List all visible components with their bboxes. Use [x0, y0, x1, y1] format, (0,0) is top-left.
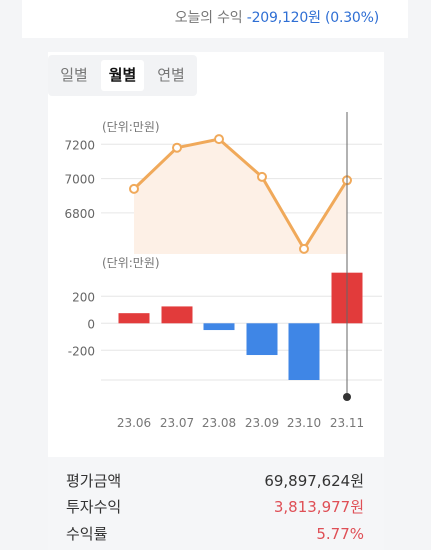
bar-chart: (단위:만원) -200 0 200 [68, 256, 382, 381]
x-axis: 23.06 23.07 23.08 23.09 23.10 23.11 [117, 416, 364, 430]
investment-profit-value: 3,813,977원 [273, 498, 364, 516]
xtick-label: 23.10 [287, 416, 321, 430]
cursor-handle [343, 393, 351, 401]
today-profit-card [22, 0, 408, 38]
tab-monthly[interactable]: 월별 [101, 60, 144, 91]
today-profit: 오늘의 수익 -209,120원 (0.30%) [175, 7, 379, 27]
tab-daily[interactable]: 일별 [60, 66, 88, 84]
bar-unit-label: (단위:만원) [102, 256, 160, 270]
valuation-label: 평가금액 [66, 472, 122, 490]
line-unit-label: (단위:만원) [102, 120, 160, 134]
line-series [132, 137, 349, 251]
today-profit-label: 오늘의 수익 [174, 10, 243, 26]
today-profit-value: -209,120원 (0.30%) [246, 10, 379, 26]
xtick-label: 23.09 [245, 416, 279, 430]
xtick-label: 23.08 [202, 416, 236, 430]
summary-row-return-rate: 수익률 5.77% [66, 523, 364, 545]
line-point [214, 134, 224, 145]
line-point [299, 243, 309, 254]
bar-ytick-label: 200 [72, 290, 95, 304]
return-rate-label: 수익률 [66, 525, 108, 543]
xtick-label: 23.11 [330, 416, 364, 430]
cursor-layer [343, 112, 351, 401]
line-chart: (단위:만원) 6800 7000 7200 [64, 120, 382, 254]
summary-row-valuation: 평가금액 69,897,624원 [66, 470, 364, 492]
line-area-fill [134, 139, 347, 254]
return-rate-value: 5.77% [316, 525, 364, 543]
bar-mark [288, 323, 320, 380]
xtick-label: 23.07 [160, 416, 194, 430]
bar-mark [203, 323, 235, 331]
summary-panel: 평가금액 69,897,624원 투자수익 3,813,977원 수익률 5.7… [48, 457, 384, 550]
tab-yearly[interactable]: 연별 [157, 66, 185, 84]
bar-ytick-label: 0 [87, 317, 95, 331]
bar-ytick-label: -200 [68, 344, 95, 358]
investment-profit-label: 투자수익 [66, 498, 122, 516]
line-ytick-label: 7200 [64, 138, 95, 152]
line-ytick-label: 6800 [64, 207, 95, 221]
valuation-value: 69,897,624원 [264, 472, 364, 490]
line-point [129, 183, 139, 194]
line-point [257, 171, 267, 182]
bar-mark [246, 323, 278, 356]
line-ytick-label: 7000 [64, 173, 95, 187]
bar-mark [118, 313, 150, 324]
bar-mark [161, 306, 193, 324]
line-point [172, 142, 182, 153]
xtick-label: 23.06 [117, 416, 151, 430]
summary-row-investment-profit: 투자수익 3,813,977원 [66, 496, 364, 518]
period-tabs: 일별 월별 연별 [48, 55, 197, 96]
